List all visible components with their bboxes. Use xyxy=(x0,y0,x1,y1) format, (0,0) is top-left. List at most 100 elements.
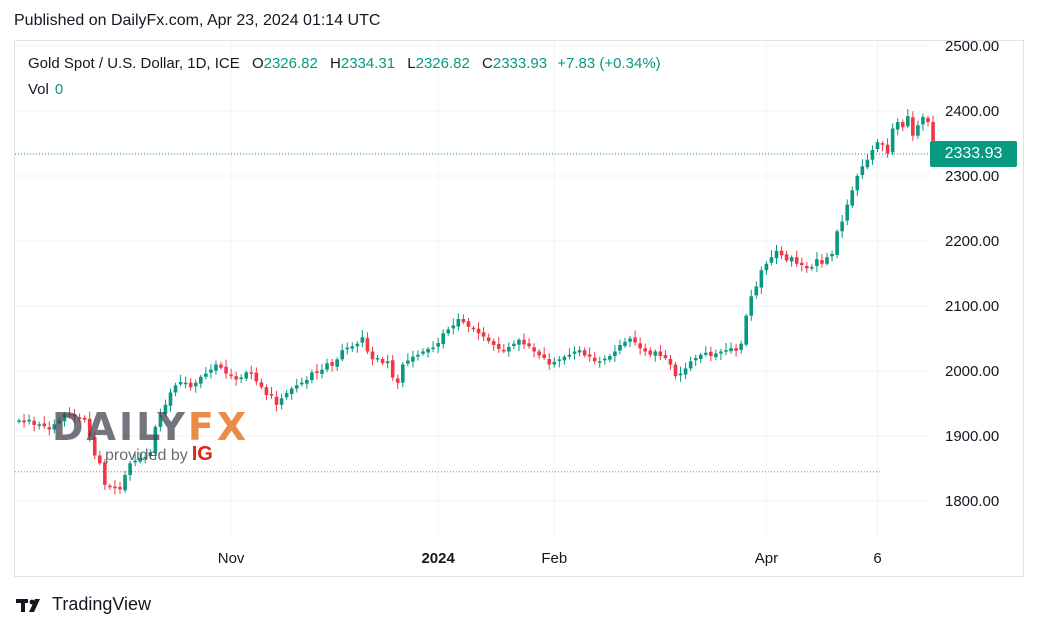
candle-body xyxy=(173,385,178,393)
candle-body xyxy=(92,436,97,456)
candle-body xyxy=(759,270,764,288)
candle-body xyxy=(895,122,900,130)
candle-body xyxy=(259,382,264,388)
candle-body xyxy=(880,143,885,145)
candle-body xyxy=(491,341,496,345)
candle-body xyxy=(224,366,228,374)
candle-body xyxy=(416,354,420,357)
volume-value: 0 xyxy=(54,81,64,98)
candle-body xyxy=(426,348,430,353)
candle-body xyxy=(502,349,506,352)
candle-body xyxy=(431,347,435,350)
candle-body xyxy=(815,259,819,267)
candle-body xyxy=(446,329,451,334)
candle-body xyxy=(199,376,203,384)
candle-body xyxy=(355,343,360,347)
tradingview-footer[interactable]: TradingView xyxy=(16,594,151,615)
candle-body xyxy=(916,125,920,136)
candle-body xyxy=(709,351,713,357)
candle-body xyxy=(850,190,855,206)
price-chart[interactable]: 2500.00 2400.00 2300.00 2200.00 2100.00 2000.… xyxy=(0,0,1038,590)
published-note: Published on DailyFx.com, Apr 23, 2024 0… xyxy=(14,12,381,29)
open-label: O xyxy=(251,55,264,72)
candle-body xyxy=(335,359,339,367)
candle-body xyxy=(704,352,708,355)
candle-body xyxy=(365,338,370,352)
candle-body xyxy=(87,418,92,436)
candle-body xyxy=(294,385,299,389)
candle-body xyxy=(193,382,198,387)
candle-body xyxy=(148,452,153,456)
candle-body xyxy=(401,364,405,383)
candle-body xyxy=(623,341,627,346)
candle-body xyxy=(279,398,284,405)
candle-body xyxy=(799,262,804,266)
candle-body xyxy=(870,150,875,160)
candle-body xyxy=(744,315,748,345)
x-tick-label: Nov xyxy=(218,550,245,567)
candle-body xyxy=(865,159,870,168)
candle-body xyxy=(719,351,723,354)
candle-body xyxy=(688,361,693,369)
chart-frame[interactable] xyxy=(14,40,1024,577)
candle-body xyxy=(118,487,122,490)
candle-body xyxy=(289,388,294,395)
candle-body xyxy=(133,460,137,463)
candle-body xyxy=(77,417,82,419)
candle-body xyxy=(794,257,799,264)
high-label: H xyxy=(330,55,341,72)
candle-body xyxy=(547,358,552,365)
candle-body xyxy=(481,332,486,337)
candle-body xyxy=(557,359,562,361)
candle-body xyxy=(653,351,658,356)
candle-body xyxy=(577,350,582,353)
candle-body xyxy=(749,296,754,316)
candle-body xyxy=(875,142,880,150)
candle-body xyxy=(360,337,365,343)
candle-body xyxy=(885,144,890,154)
candle-body xyxy=(406,360,410,364)
candle-body xyxy=(47,427,52,430)
last-price-tag: 2333.93 xyxy=(930,141,1017,167)
candle-body xyxy=(370,351,375,360)
candle-body xyxy=(562,356,567,361)
candle-body xyxy=(911,117,915,136)
candle-body xyxy=(890,128,895,153)
candle-body xyxy=(643,348,647,352)
candle-body xyxy=(204,373,208,377)
y-tick-label: 1800.00 xyxy=(945,493,999,510)
tradingview-icon xyxy=(16,598,40,612)
candle-body xyxy=(597,361,602,363)
candle-body xyxy=(769,257,774,263)
candle-body xyxy=(27,419,31,422)
candle-body xyxy=(693,358,698,361)
candle-body xyxy=(128,463,132,475)
candle-body xyxy=(436,343,440,347)
candle-body xyxy=(72,414,77,417)
candle-body xyxy=(931,122,935,154)
candle-body xyxy=(385,361,390,364)
candle-body xyxy=(476,328,481,334)
y-tick-label: 2300.00 xyxy=(945,168,999,185)
candle-body xyxy=(552,361,557,365)
candle-body xyxy=(784,254,789,261)
close-value: 2333.93 xyxy=(492,55,548,72)
candle-body xyxy=(390,360,395,378)
candle-body xyxy=(567,354,572,357)
candle-body xyxy=(926,117,930,123)
candle-body xyxy=(163,404,168,415)
candle-body xyxy=(658,351,663,357)
x-tick-label: 2024 xyxy=(421,550,455,567)
candle-body xyxy=(340,350,344,360)
candle-body xyxy=(380,358,385,364)
candle-body xyxy=(320,369,324,374)
candle-body xyxy=(158,415,163,427)
candle-body xyxy=(663,355,668,358)
y-tick-label: 2400.00 xyxy=(945,103,999,120)
x-tick-label: Feb xyxy=(541,550,567,567)
candle-body xyxy=(779,250,784,256)
candle-body xyxy=(466,321,471,327)
logo-brand: DAILY xyxy=(52,405,188,449)
candle-body xyxy=(345,347,350,350)
candle-body xyxy=(37,424,41,426)
